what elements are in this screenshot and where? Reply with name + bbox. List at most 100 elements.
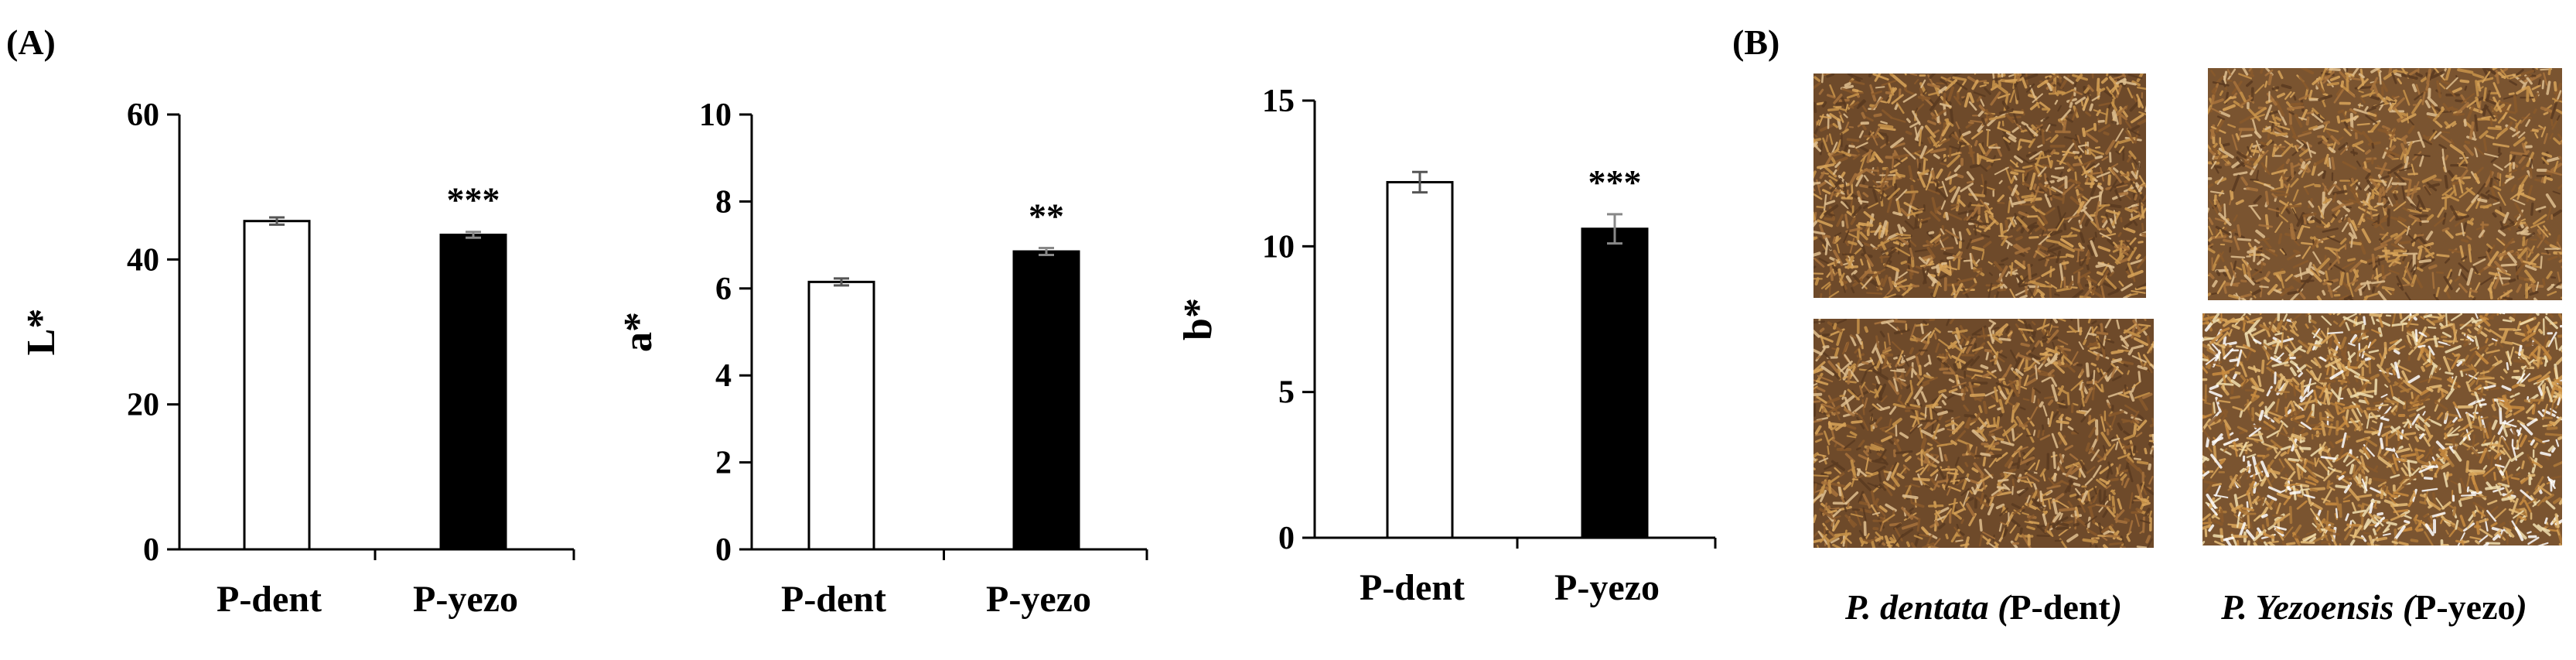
- fleck: [2114, 182, 2124, 189]
- fleck: [1889, 116, 1906, 123]
- fleck: [1973, 278, 1977, 284]
- panel-label-b: (B): [1732, 22, 1779, 62]
- fleck: [1909, 264, 1914, 276]
- fleck: [1909, 192, 1916, 206]
- fleck: [2047, 74, 2059, 82]
- fleck: [2325, 128, 2339, 133]
- fleck: [2240, 91, 2247, 102]
- fleck: [2151, 417, 2154, 426]
- fleck: [1858, 491, 1865, 504]
- fleck: [2304, 186, 2309, 195]
- fleck: [1950, 205, 1960, 210]
- fleck: [2298, 148, 2310, 157]
- fleck: [1866, 292, 1883, 295]
- fleck: [2211, 160, 2219, 174]
- fleck: [2543, 111, 2549, 115]
- fleck: [2378, 317, 2384, 328]
- fleck: [2522, 236, 2526, 247]
- fleck: [2040, 293, 2045, 298]
- fleck: [1906, 118, 1911, 124]
- fleck: [1841, 150, 1851, 157]
- fleck: [2424, 100, 2431, 108]
- fleck: [1888, 248, 1897, 257]
- fleck: [2297, 224, 2305, 240]
- fleck: [2052, 341, 2056, 350]
- fleck: [2546, 426, 2558, 430]
- fleck: [1957, 256, 1961, 270]
- fleck: [2031, 498, 2044, 512]
- fleck: [2443, 275, 2453, 291]
- fleck: [1961, 130, 1971, 137]
- fleck: [1913, 226, 1920, 229]
- fleck: [2482, 138, 2488, 152]
- fleck: [2310, 111, 2324, 123]
- fleck: [2259, 497, 2266, 509]
- fleck: [1862, 204, 1868, 210]
- fleck: [1933, 480, 1939, 491]
- y-tick-label: 10: [699, 97, 732, 133]
- fleck: [1937, 263, 1952, 274]
- fleck: [2352, 337, 2359, 344]
- fleck: [1881, 319, 1895, 325]
- fleck: [2100, 323, 2104, 333]
- fleck: [2435, 286, 2440, 298]
- fleck: [1868, 186, 1882, 190]
- fleck: [2331, 156, 2335, 170]
- fleck: [2080, 416, 2086, 423]
- fleck: [2459, 271, 2469, 282]
- fleck: [1951, 354, 1967, 364]
- fleck: [2001, 257, 2009, 262]
- y-tick-label: 60: [127, 97, 159, 133]
- fleck: [2247, 540, 2250, 545]
- fleck: [1963, 216, 1968, 221]
- fleck: [2122, 443, 2134, 450]
- fleck: [1863, 210, 1875, 221]
- fleck: [1882, 468, 1888, 479]
- fleck: [2127, 246, 2138, 262]
- fleck: [1813, 124, 1820, 136]
- fleck: [2018, 456, 2035, 466]
- fleck: [2097, 262, 2115, 269]
- fleck: [2341, 221, 2349, 232]
- fleck: [2350, 237, 2353, 248]
- fleck: [2213, 142, 2218, 149]
- fleck: [2091, 74, 2094, 79]
- fleck: [2051, 74, 2062, 80]
- fleck: [2065, 463, 2076, 477]
- fleck: [1813, 142, 1821, 152]
- fleck: [2290, 223, 2296, 241]
- fleck: [2352, 149, 2356, 156]
- fleck: [2084, 477, 2093, 486]
- fleck: [2088, 426, 2097, 439]
- fleck: [1993, 386, 1999, 403]
- fleck: [2416, 266, 2424, 272]
- fleck: [2270, 190, 2286, 193]
- fleck: [2057, 387, 2068, 395]
- fleck: [2042, 405, 2048, 417]
- fleck: [1863, 175, 1869, 182]
- fleck: [1832, 371, 1841, 380]
- fleck: [2124, 477, 2130, 488]
- fleck: [1967, 368, 1984, 373]
- fleck: [1889, 236, 1899, 241]
- fleck: [2264, 104, 2273, 120]
- fleck: [2076, 193, 2083, 200]
- fleck: [2310, 359, 2318, 367]
- fleck: [2436, 253, 2450, 258]
- fleck: [2373, 265, 2378, 271]
- fleck: [2309, 149, 2316, 155]
- fleck: [1913, 535, 1923, 540]
- fleck: [2290, 162, 2295, 178]
- fleck: [1922, 542, 1935, 548]
- fleck: [1871, 90, 1882, 96]
- fleck: [2056, 419, 2069, 425]
- fleck: [2117, 231, 2122, 238]
- fleck: [2066, 392, 2070, 405]
- fleck: [1994, 294, 1997, 298]
- fleck: [2372, 213, 2380, 217]
- fleck: [1979, 84, 1987, 87]
- fleck: [1821, 480, 1830, 485]
- photo-yezo-top: [2208, 68, 2562, 300]
- fleck: [2286, 447, 2291, 455]
- fleck: [2216, 152, 2223, 162]
